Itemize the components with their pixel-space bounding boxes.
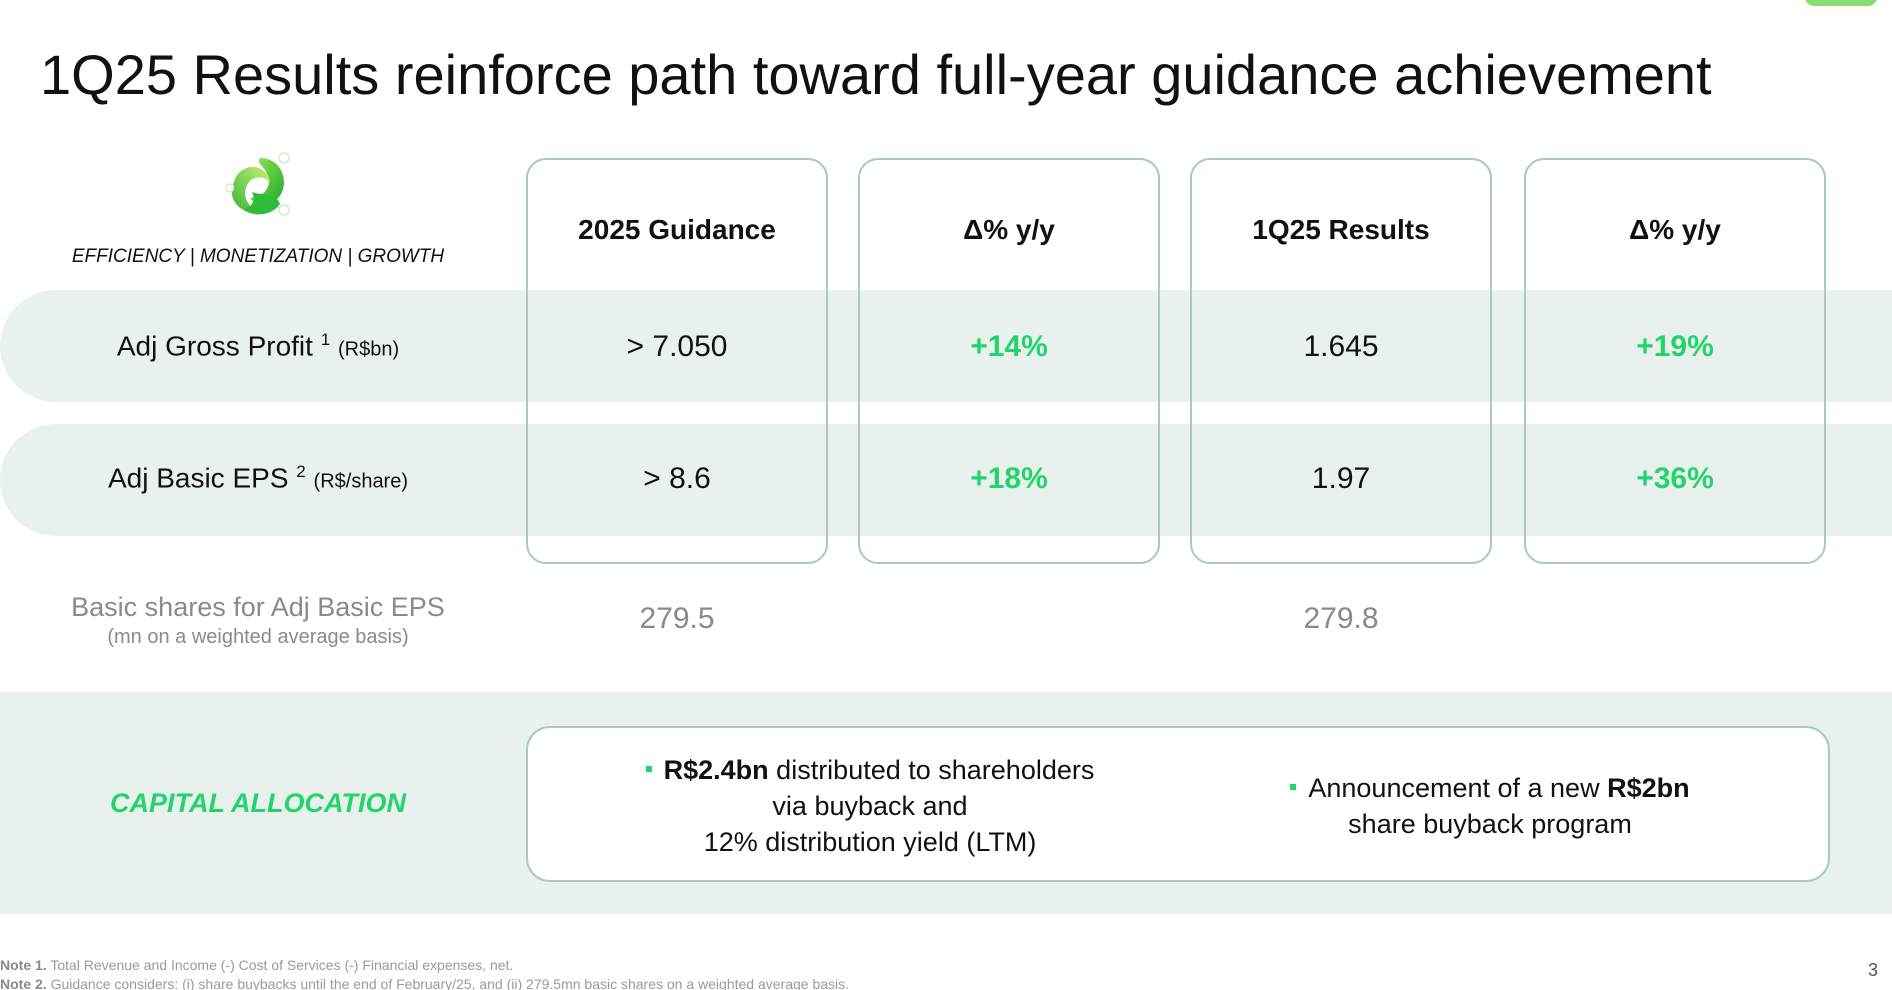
row-unit: (R$bn) — [337, 338, 400, 361]
item-text: distributed to shareholders — [768, 755, 1095, 785]
row-label-gross-profit: Adj Gross Profit 1 (R$bn) — [60, 330, 456, 362]
header-guidance-yy: Δ% y/y — [963, 214, 1055, 245]
column-box-guidance — [526, 158, 828, 564]
page-title: 1Q25 Results reinforce path toward full-… — [40, 43, 1712, 106]
item-line-3: 12% distribution yield (LTM) — [703, 827, 1037, 857]
value-cell: > 7.050 — [626, 330, 728, 363]
row-unit: (R$/share) — [313, 470, 409, 493]
capital-allocation-item-distribution: R$2.4bn distributed to shareholders via … — [580, 752, 1160, 860]
header-results-yy: Δ% y/y — [1629, 214, 1721, 245]
highlight-amount: R$2bn — [1607, 773, 1690, 803]
footnote-text: Guidance considers: (i) share buybacks u… — [46, 976, 850, 990]
shares-label: Basic shares for Adj Basic EPS — [71, 592, 445, 622]
bullet-icon — [1290, 783, 1297, 790]
item-line-2: share buyback program — [1348, 809, 1632, 839]
growth-cell: +18% — [970, 462, 1048, 495]
item-line-1: R$2.4bn distributed to shareholders — [580, 752, 1160, 788]
row-band-gross-profit — [0, 290, 1892, 402]
corner-tab — [1805, 0, 1877, 6]
row-footnote-ref: 1 — [320, 330, 331, 349]
column-box-results — [1190, 158, 1492, 564]
growth-cell: +14% — [970, 330, 1048, 363]
value-cell: 1.645 — [1303, 330, 1379, 363]
column-box-results-yy — [1524, 158, 1826, 564]
capital-allocation-box — [526, 726, 1830, 882]
header-guidance: 2025 Guidance — [578, 214, 776, 245]
growth-cell: +19% — [1636, 330, 1714, 363]
footnotes: Note 1. Total Revenue and Income (-) Cos… — [0, 956, 849, 990]
highlight-amount: R$2.4bn — [663, 755, 769, 785]
row-label-text: Adj Basic EPS — [107, 462, 289, 494]
item-line-2: via buyback and — [772, 791, 968, 821]
page-number: 3 — [1867, 960, 1878, 980]
footnote-tag: Note 1. — [0, 957, 47, 973]
row-label-text: Adj Gross Profit — [116, 330, 313, 362]
shares-results: 279.8 — [1303, 602, 1379, 635]
column-box-guidance-yy — [858, 158, 1160, 564]
row-band-eps — [0, 424, 1892, 536]
growth-cell: +36% — [1636, 462, 1714, 495]
header-results: 1Q25 Results — [1252, 214, 1430, 245]
capital-allocation-label: CAPITAL ALLOCATION — [110, 788, 406, 818]
footnote: Note 2. Guidance considers: (i) share bu… — [0, 975, 849, 990]
value-cell: 1.97 — [1311, 462, 1371, 495]
shares-guidance: 279.5 — [639, 602, 715, 635]
shares-sublabel: (mn on a weighted average basis) — [107, 626, 409, 648]
footnote-text: Total Revenue and Income (-) Cost of Ser… — [46, 957, 514, 973]
item-text: Announcement of a new — [1308, 773, 1608, 803]
item-line-1: Announcement of a new R$2bn — [1240, 770, 1740, 806]
row-label-eps: Adj Basic EPS 2 (R$/share) — [60, 462, 456, 494]
logo-icon — [225, 152, 290, 216]
capital-allocation-item-buyback: Announcement of a new R$2bn share buybac… — [1240, 770, 1740, 842]
tagline: EFFICIENCY | MONETIZATION | GROWTH — [71, 246, 445, 267]
row-footnote-ref: 2 — [296, 462, 306, 481]
bullet-icon — [645, 765, 652, 772]
footnote: Note 1. Total Revenue and Income (-) Cos… — [0, 956, 849, 975]
footnote-tag: Note 2. — [0, 976, 47, 990]
value-cell: > 8.6 — [643, 462, 711, 495]
